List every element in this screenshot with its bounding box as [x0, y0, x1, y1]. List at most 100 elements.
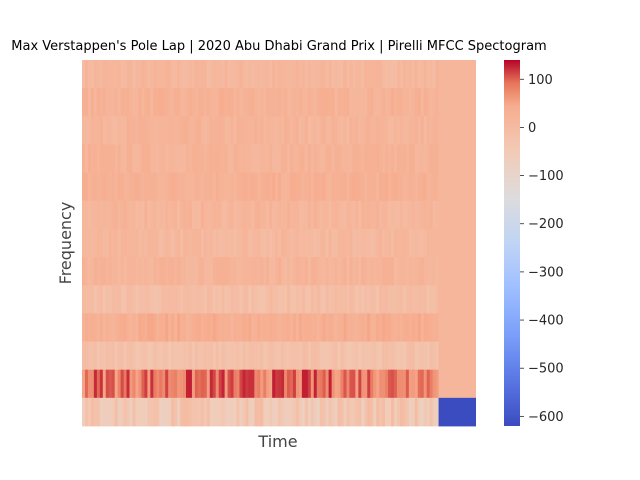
heatmap-cell	[435, 369, 439, 399]
heatmap-cell	[194, 341, 199, 371]
heatmap-padding-cell	[438, 172, 476, 202]
heatmap-cell	[364, 60, 368, 89]
heatmap-cell	[405, 341, 410, 371]
heatmap-cell	[346, 88, 350, 117]
heatmap-cell	[432, 228, 436, 258]
heatmap-cell	[236, 88, 240, 117]
heatmap-cell	[432, 369, 436, 399]
heatmap-cell	[93, 397, 98, 427]
heatmap-cell	[295, 257, 300, 286]
heatmap-cell	[352, 116, 356, 145]
heatmap-cell	[334, 341, 338, 371]
heatmap-padding-cell	[438, 285, 476, 314]
heatmap-cell	[260, 172, 264, 202]
heatmap-cell	[254, 60, 258, 89]
heatmap-cell	[186, 116, 190, 145]
heatmap-cell	[284, 341, 288, 371]
heatmap-cell	[364, 116, 368, 145]
heatmap-cell	[221, 200, 226, 230]
heatmap-cell	[304, 285, 309, 314]
heatmap-cell	[96, 341, 101, 371]
heatmap-cell	[162, 88, 166, 117]
heatmap-cell	[426, 313, 431, 342]
heatmap-padding-cell	[438, 228, 476, 258]
heatmap-cell	[355, 397, 359, 427]
heatmap-cell	[414, 144, 419, 174]
heatmap-cell	[310, 60, 315, 89]
heatmap-cell	[165, 144, 169, 174]
heatmap-cell	[343, 313, 347, 342]
heatmap-cell	[230, 257, 234, 286]
heatmap-cell	[251, 60, 255, 89]
heatmap-cell	[224, 60, 228, 89]
heatmap-cell	[90, 172, 95, 202]
heatmap-cell	[388, 341, 392, 371]
heatmap-cell	[257, 88, 261, 117]
heatmap-cell	[435, 285, 439, 314]
heatmap-cell	[304, 60, 309, 89]
heatmap-cell	[144, 172, 148, 202]
heatmap-cell	[358, 116, 362, 145]
heatmap-cell	[108, 88, 113, 117]
heatmap-cell	[135, 172, 139, 202]
heatmap-cell	[349, 60, 353, 89]
heatmap-cell	[93, 172, 98, 202]
heatmap-cell	[200, 341, 205, 371]
heatmap-cell	[376, 369, 380, 399]
heatmap-cell	[171, 172, 175, 202]
heatmap-cell	[370, 88, 374, 117]
heatmap-cell	[141, 285, 145, 314]
heatmap-cell	[120, 172, 124, 202]
heatmap-cell	[123, 313, 127, 342]
heatmap-cell	[200, 172, 205, 202]
heatmap-cell	[153, 313, 157, 342]
heatmap-cell	[87, 397, 92, 427]
heatmap-cell	[290, 60, 294, 89]
heatmap-cell	[96, 369, 101, 399]
heatmap-cell	[171, 200, 175, 230]
heatmap-cell	[93, 116, 98, 145]
heatmap-cell	[319, 313, 324, 342]
heatmap-cell	[417, 172, 422, 202]
heatmap-cell	[99, 257, 104, 286]
heatmap-cell	[411, 60, 416, 89]
heatmap-cell	[292, 172, 297, 202]
heatmap-cell	[197, 228, 202, 258]
heatmap-cell	[331, 172, 335, 202]
heatmap-cell	[411, 228, 416, 258]
heatmap-cell	[322, 397, 327, 427]
heatmap-cell	[396, 397, 401, 427]
heatmap-cell	[183, 228, 187, 258]
heatmap-cell	[420, 116, 425, 145]
heatmap-cell	[417, 144, 422, 174]
heatmap-cell	[284, 369, 288, 399]
heatmap-cell	[257, 228, 261, 258]
heatmap-cell	[340, 257, 344, 286]
heatmap-cell	[200, 88, 205, 117]
heatmap-cell	[197, 116, 202, 145]
heatmap-cell	[147, 341, 151, 371]
heatmap-cell	[281, 313, 285, 342]
heatmap-cell	[245, 116, 249, 145]
heatmap-cell	[93, 369, 98, 399]
heatmap-cell	[408, 60, 413, 89]
heatmap-cell	[414, 88, 419, 117]
y-axis-label: Frequency	[56, 202, 75, 285]
heatmap-cell	[239, 313, 243, 342]
heatmap-cell	[87, 172, 92, 202]
heatmap-cell	[171, 341, 175, 371]
heatmap-cell	[260, 341, 264, 371]
heatmap-cell	[251, 88, 255, 117]
heatmap-cell	[313, 144, 318, 174]
heatmap-cell	[129, 313, 133, 342]
heatmap-cell	[168, 369, 172, 399]
heatmap-cell	[230, 285, 234, 314]
heatmap-cell	[248, 60, 252, 89]
heatmap-cell	[373, 285, 377, 314]
heatmap-cell	[334, 144, 338, 174]
heatmap-cell	[174, 285, 178, 314]
x-axis-label: Time	[257, 432, 297, 451]
heatmap-cell	[304, 257, 309, 286]
heatmap-cell	[364, 313, 368, 342]
heatmap-cell	[224, 200, 228, 230]
